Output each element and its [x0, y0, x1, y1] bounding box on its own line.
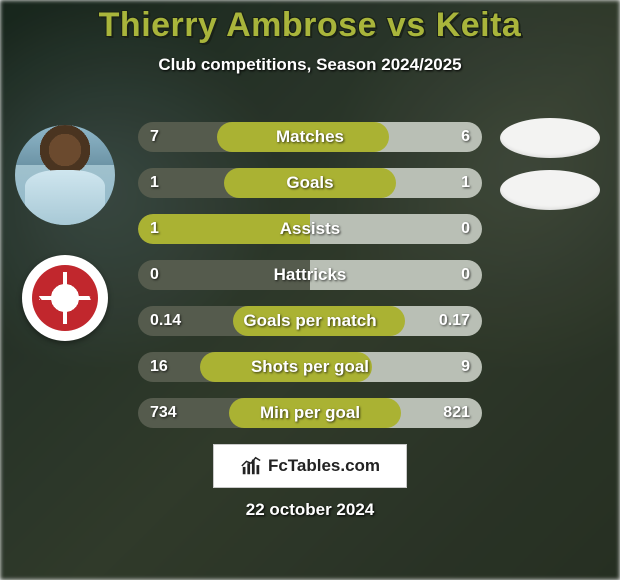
stat-fill-left: [233, 306, 310, 336]
stat-fill-right: [310, 306, 405, 336]
stat-row: Goals11: [138, 168, 482, 198]
stat-value-right: 0: [449, 260, 482, 290]
stat-row: Min per goal734821: [138, 398, 482, 428]
club-badge-graphic: K K V: [32, 265, 98, 331]
stat-value-left: 0.14: [138, 306, 193, 336]
stat-fill-right: [310, 352, 372, 382]
stat-row: Goals per match0.140.17: [138, 306, 482, 336]
club-letter-left: K: [35, 293, 42, 304]
club-letter-right: V: [88, 293, 95, 304]
stat-value-right: 0.17: [427, 306, 482, 336]
stat-value-left: 1: [138, 214, 171, 244]
source-badge: FcTables.com: [213, 444, 407, 488]
chart-icon: [240, 455, 262, 477]
stat-fill-left: [200, 352, 310, 382]
page-title: Thierry Ambrose vs Keita: [0, 6, 620, 45]
stat-row: Assists10: [138, 214, 482, 244]
stat-fill-left: [217, 122, 310, 152]
player2-images: [495, 118, 605, 222]
stat-fill-left: [229, 398, 310, 428]
stat-fill-right: [310, 398, 401, 428]
stat-value-right: 821: [431, 398, 482, 428]
date-label: 22 october 2024: [0, 500, 620, 520]
stat-fill-right: [310, 168, 396, 198]
source-label: FcTables.com: [268, 456, 380, 476]
stat-value-right: 1: [449, 168, 482, 198]
infographic: Thierry Ambrose vs Keita Club competitio…: [0, 0, 620, 580]
stat-value-right: 6: [449, 122, 482, 152]
player1-photo-graphic: [15, 125, 115, 225]
stat-fill-right: [310, 122, 389, 152]
player2-photo-placeholder: [500, 118, 600, 158]
stat-track: [138, 260, 482, 290]
club-badge-letters: K K V: [32, 265, 98, 331]
stat-value-left: 0: [138, 260, 171, 290]
stat-value-left: 7: [138, 122, 171, 152]
subtitle: Club competitions, Season 2024/2025: [0, 55, 620, 75]
stat-row: Matches76: [138, 122, 482, 152]
club-letter-top: K: [61, 267, 68, 278]
player2-club-placeholder: [500, 170, 600, 210]
player1-club-badge: K K V: [22, 255, 108, 341]
player1-photo: [15, 125, 115, 225]
stat-value-left: 1: [138, 168, 171, 198]
stat-row: Shots per goal169: [138, 352, 482, 382]
stat-fill-left: [224, 168, 310, 198]
stat-row: Hattricks00: [138, 260, 482, 290]
stat-value-right: 9: [449, 352, 482, 382]
stat-value-right: 0: [449, 214, 482, 244]
stat-value-left: 734: [138, 398, 189, 428]
player1-images: K K V: [10, 125, 120, 341]
stat-bars: Matches76Goals11Assists10Hattricks00Goal…: [138, 122, 482, 444]
stat-value-left: 16: [138, 352, 180, 382]
